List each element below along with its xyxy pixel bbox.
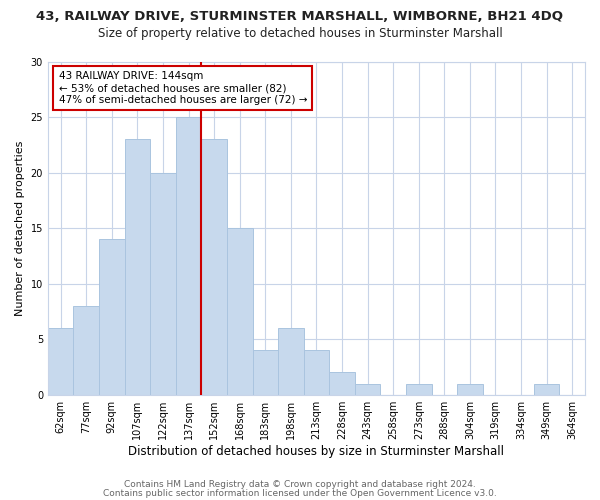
Bar [176,117,202,394]
Bar [48,328,73,394]
Bar [73,306,99,394]
Bar [534,384,559,394]
Bar [125,139,150,394]
Y-axis label: Number of detached properties: Number of detached properties [15,140,25,316]
Bar [329,372,355,394]
X-axis label: Distribution of detached houses by size in Sturminster Marshall: Distribution of detached houses by size … [128,444,505,458]
Text: 43, RAILWAY DRIVE, STURMINSTER MARSHALL, WIMBORNE, BH21 4DQ: 43, RAILWAY DRIVE, STURMINSTER MARSHALL,… [37,10,563,23]
Bar [227,228,253,394]
Text: Contains HM Land Registry data © Crown copyright and database right 2024.: Contains HM Land Registry data © Crown c… [124,480,476,489]
Text: 43 RAILWAY DRIVE: 144sqm
← 53% of detached houses are smaller (82)
47% of semi-d: 43 RAILWAY DRIVE: 144sqm ← 53% of detach… [59,72,307,104]
Bar [202,139,227,394]
Text: Contains public sector information licensed under the Open Government Licence v3: Contains public sector information licen… [103,488,497,498]
Bar [253,350,278,395]
Bar [304,350,329,395]
Bar [406,384,431,394]
Bar [150,172,176,394]
Text: Size of property relative to detached houses in Sturminster Marshall: Size of property relative to detached ho… [98,28,502,40]
Bar [457,384,482,394]
Bar [278,328,304,394]
Bar [355,384,380,394]
Bar [99,239,125,394]
